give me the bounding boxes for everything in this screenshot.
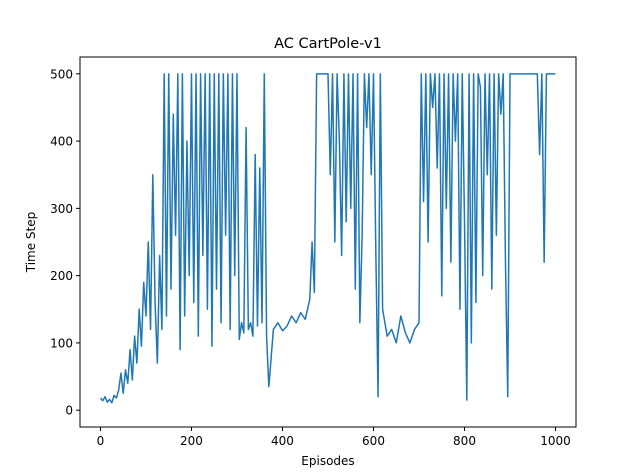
plot-area <box>79 56 577 428</box>
x-axis-label: Episodes <box>301 454 354 468</box>
axes-frame <box>79 56 577 428</box>
y-tick-label: 400 <box>50 135 73 149</box>
chart-title: AC CartPole-v1 <box>274 36 382 52</box>
x-tick-label: 400 <box>271 434 294 448</box>
y-tick-label: 0 <box>65 404 73 418</box>
y-tick-label: 300 <box>50 202 73 216</box>
series-layer <box>99 73 556 404</box>
x-tick-label: 200 <box>180 434 203 448</box>
x-tick-label: 600 <box>362 434 385 448</box>
y-tick-label: 500 <box>50 67 73 81</box>
x-tick-label: 1000 <box>540 434 571 448</box>
y-tick-label: 200 <box>50 269 73 283</box>
y-axis-label: Time Step <box>24 212 38 274</box>
series-line-0 <box>99 73 556 404</box>
x-tick-label: 800 <box>453 434 476 448</box>
x-axis-ticks: 0 200 400 600 800 1000 <box>97 427 571 448</box>
y-tick-label: 100 <box>50 336 73 350</box>
y-axis-ticks: 0 100 200 300 400 500 <box>50 67 80 418</box>
x-tick-label: 0 <box>97 434 105 448</box>
